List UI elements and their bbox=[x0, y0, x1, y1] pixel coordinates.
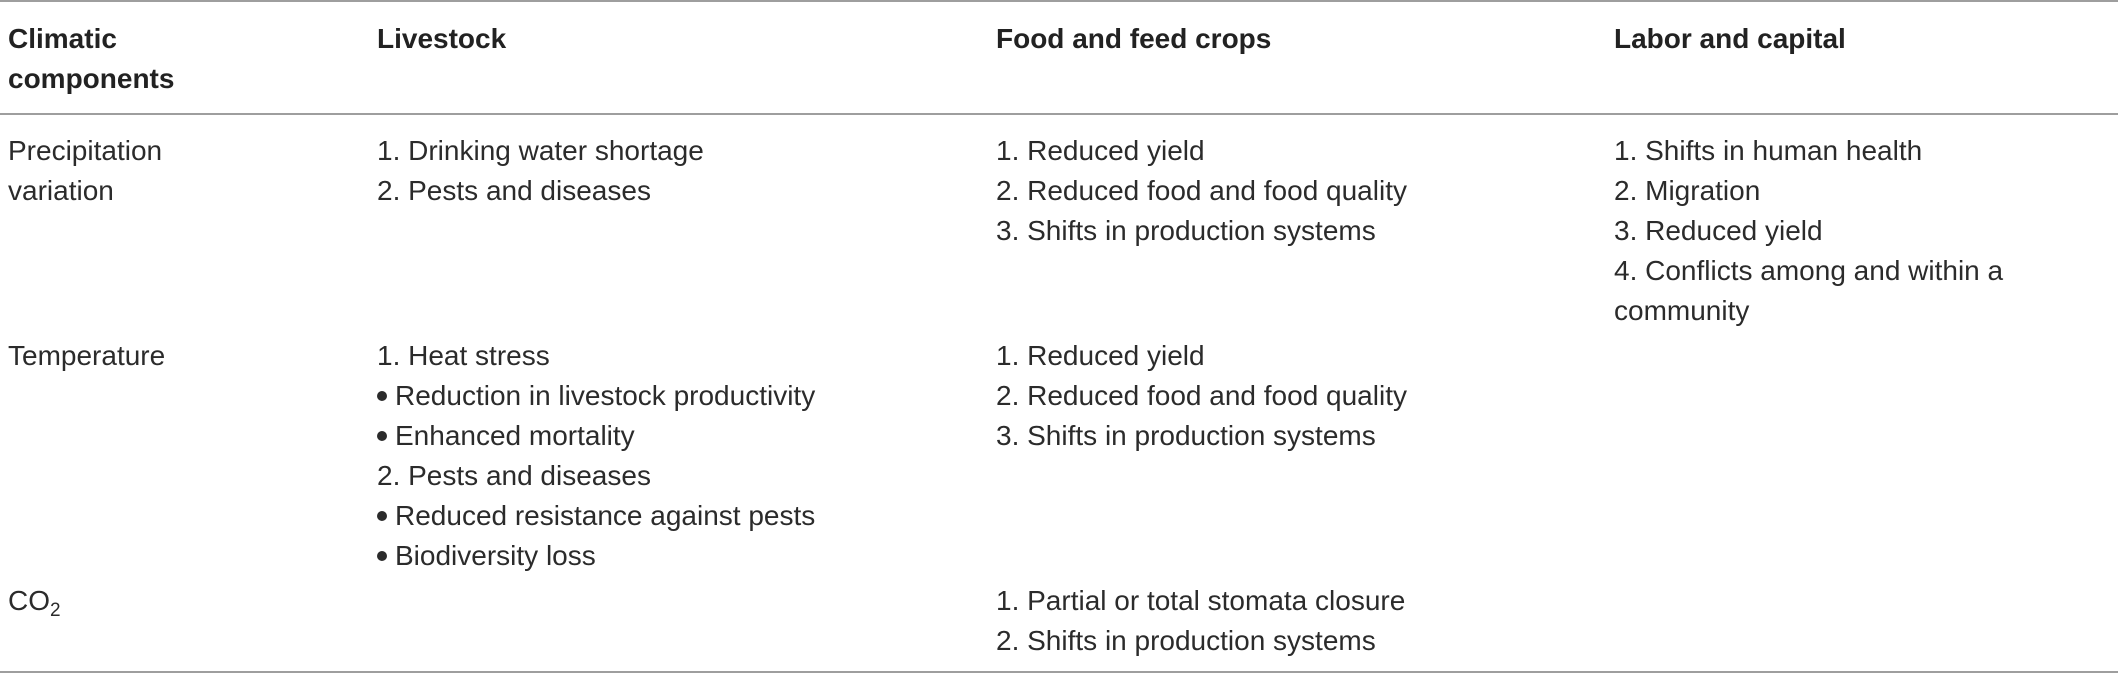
list-item: 4. Conflicts among and within a communit… bbox=[1614, 255, 2004, 326]
table-row-precipitation-labor: 1. Shifts in human health 2. Migration 3… bbox=[1614, 131, 2114, 331]
header-labor-capital: Labor and capital bbox=[1614, 23, 1846, 54]
list-item: 1. Reduced yield bbox=[996, 135, 1205, 166]
list-item: 1. Reduced yield bbox=[996, 340, 1205, 371]
list-item: 1. Drinking water shortage bbox=[377, 135, 704, 166]
table-row-precipitation-livestock: 1. Drinking water shortage 2. Pests and … bbox=[377, 131, 937, 211]
table-bottom-rule bbox=[0, 671, 2118, 673]
table-top-rule bbox=[0, 0, 2118, 2]
bullet-list-item: Reduced resistance against pests bbox=[377, 496, 937, 536]
header-livestock: Livestock bbox=[377, 23, 507, 54]
bullet-list-item: Biodiversity loss bbox=[377, 536, 937, 576]
list-item: 3. Shifts in production systems bbox=[996, 215, 1376, 246]
bullet-list-item: Reduction in livestock productivity bbox=[377, 376, 937, 416]
list-item: 2. Reduced food and food quality bbox=[996, 175, 1407, 206]
header-climatic-components: Climatic components bbox=[8, 23, 175, 94]
bullet-dot-icon bbox=[377, 510, 387, 521]
list-item: 2. Shifts in production systems bbox=[996, 625, 1376, 656]
table-row-temperature-crops: 1. Reduced yield 2. Reduced food and foo… bbox=[996, 336, 1566, 456]
table-row-temperature-component: Temperature bbox=[8, 340, 166, 371]
header-food-feed-crops: Food and feed crops bbox=[996, 23, 1272, 54]
list-item: 2. Pests and diseases bbox=[377, 175, 651, 206]
bullet-dot-icon bbox=[377, 390, 387, 401]
list-item: 2. Pests and diseases bbox=[377, 460, 651, 491]
table-row-temperature-livestock: 1. Heat stress Reduction in livestock pr… bbox=[377, 336, 937, 576]
list-item: 3. Reduced yield bbox=[1614, 215, 1823, 246]
bullet-dot-icon bbox=[377, 550, 387, 561]
list-item: 2. Reduced food and food quality bbox=[996, 380, 1407, 411]
table-row-precipitation-crops: 1. Reduced yield 2. Reduced food and foo… bbox=[996, 131, 1566, 251]
header-divider-rule bbox=[0, 113, 2118, 115]
list-item: 1. Shifts in human health bbox=[1614, 135, 1923, 166]
table-row-co2-component: CO2 bbox=[8, 585, 61, 621]
list-item: 1. Partial or total stomata closure bbox=[996, 585, 1406, 616]
table-row-co2-crops: 1. Partial or total stomata closure 2. S… bbox=[996, 581, 1566, 661]
list-item: 3. Shifts in production systems bbox=[996, 420, 1376, 451]
bullet-list-item: Enhanced mortality bbox=[377, 416, 937, 456]
bullet-dot-icon bbox=[377, 430, 387, 441]
list-item: 1. Heat stress bbox=[377, 340, 550, 371]
table-row-precipitation-component: Precipitation variation bbox=[8, 135, 163, 206]
list-item: 2. Migration bbox=[1614, 175, 1761, 206]
